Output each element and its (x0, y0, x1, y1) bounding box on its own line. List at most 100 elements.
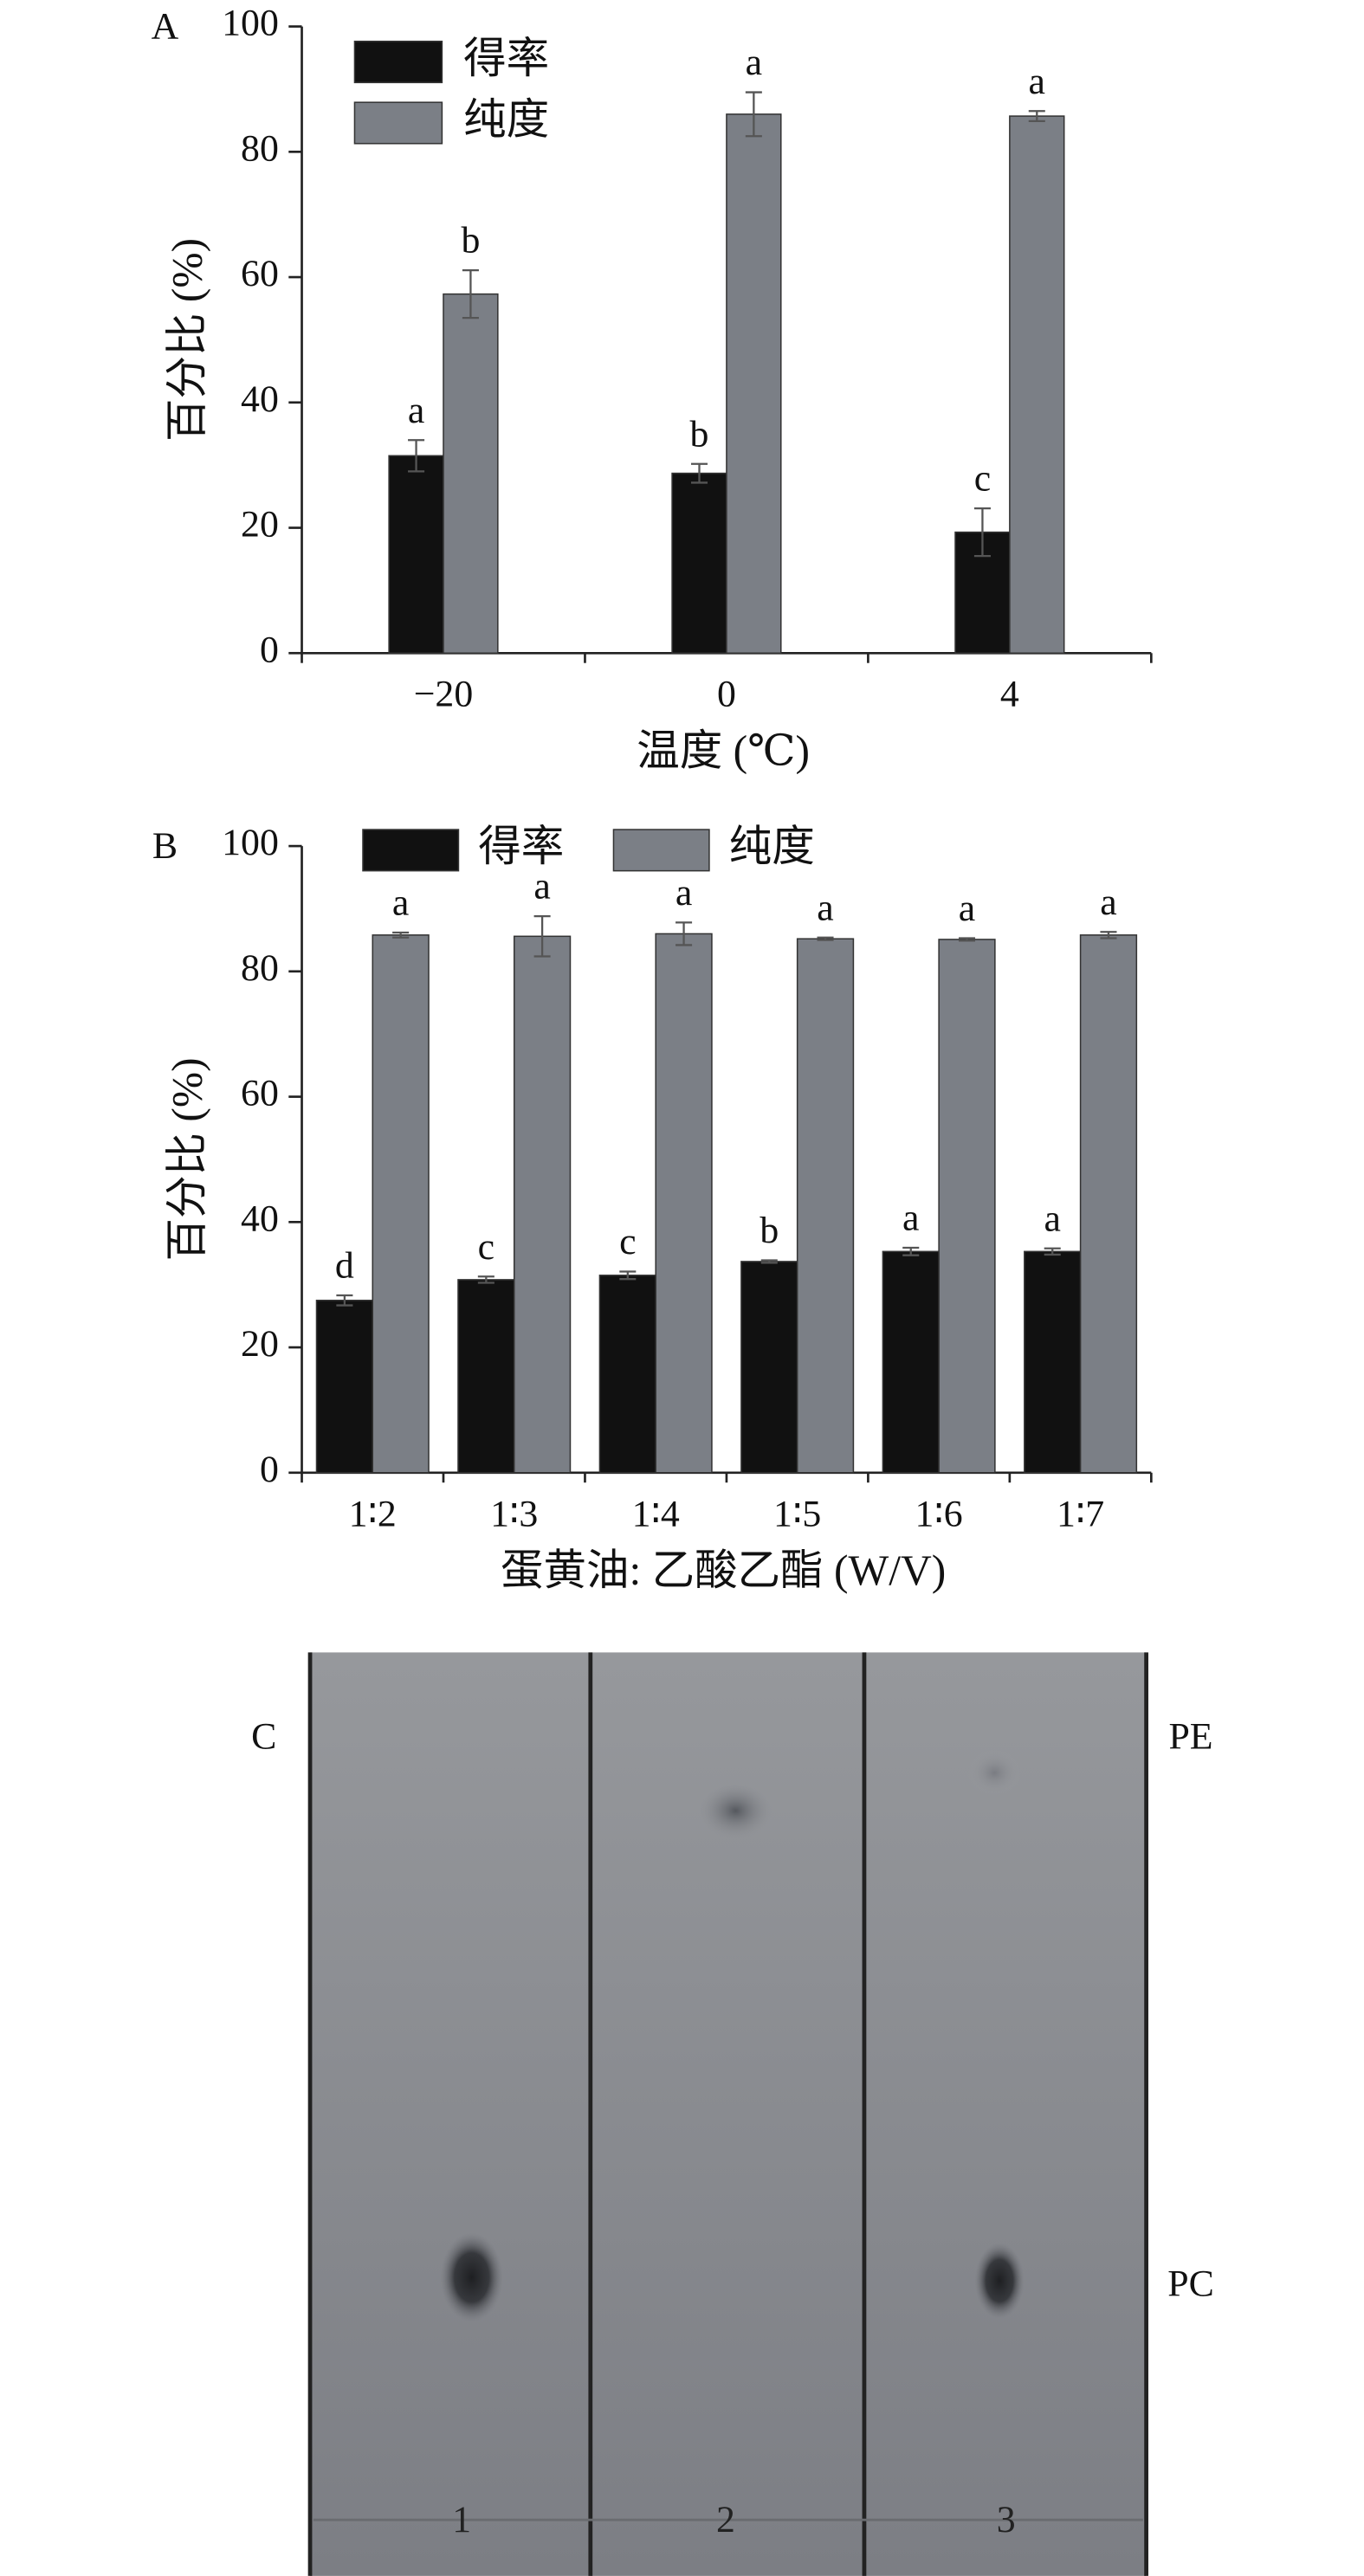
tlc-plate: C PE PC 1 2 3 (251, 1652, 1214, 2576)
error-bar (1044, 1247, 1061, 1256)
x-tick-label: 1∶3 (490, 1493, 538, 1534)
error-bar (1100, 931, 1117, 939)
spot (967, 1749, 1021, 1797)
y-tick-label: 80 (241, 127, 279, 169)
bar (513, 935, 572, 1474)
legend-swatch (612, 829, 710, 872)
legend-label: 得率 (478, 823, 564, 870)
x-axis-label: 蛋黄油: 乙酸乙酯 (W/V) (501, 1546, 946, 1594)
bar (372, 934, 430, 1474)
significance-letter: b (690, 413, 709, 455)
error-bar (760, 1259, 778, 1264)
significance-letter: a (746, 42, 762, 83)
significance-letter: c (478, 1226, 495, 1268)
y-tick-label: 20 (241, 1323, 279, 1365)
y-tick-label: 0 (260, 1449, 279, 1490)
error-bar (392, 931, 410, 939)
y-axis-label: 百分比 (%) (163, 1057, 210, 1261)
spot (974, 2243, 1025, 2319)
legend-swatch (353, 101, 443, 145)
bar (740, 1261, 798, 1474)
error-bar (817, 936, 834, 941)
bar (655, 933, 713, 1474)
bar (443, 293, 499, 655)
x-tick-label: 1∶2 (349, 1493, 397, 1534)
x-tick-label: 1∶5 (773, 1493, 821, 1534)
spot (440, 2232, 503, 2322)
x-tick-label: 1∶7 (1057, 1493, 1104, 1534)
error-bar (690, 462, 708, 484)
y-tick-label: 100 (222, 3, 279, 44)
legend-label: 得率 (463, 35, 549, 82)
error-bar (1028, 110, 1045, 122)
legend-swatch (353, 40, 443, 84)
significance-letter: c (974, 458, 991, 500)
error-bar (533, 915, 551, 958)
bar (457, 1279, 515, 1474)
error-bar (408, 439, 425, 473)
significance-letter: d (335, 1245, 354, 1287)
significance-letter: b (461, 220, 480, 261)
error-bar (745, 91, 762, 138)
panel-label: A (152, 5, 179, 47)
error-bar (619, 1270, 637, 1281)
legend-label: 纯度 (463, 95, 549, 143)
significance-letter: a (392, 882, 409, 924)
lane-label: 2 (716, 2499, 735, 2540)
bar (671, 472, 727, 655)
y-tick-label: 0 (260, 629, 279, 670)
bar (1009, 115, 1065, 655)
bar (726, 113, 782, 655)
spot (699, 1782, 773, 1839)
error-bar (477, 1275, 495, 1284)
significance-letter: a (1029, 61, 1045, 102)
y-tick-label: 40 (241, 378, 279, 420)
x-tick-label: 1∶4 (632, 1493, 680, 1534)
error-bar (676, 921, 693, 946)
significance-letter: b (760, 1210, 779, 1251)
panel-label: C (251, 1715, 276, 1757)
y-tick-label: 60 (241, 1073, 279, 1114)
bar (1024, 1250, 1082, 1474)
bar (315, 1300, 374, 1474)
band-label: PE (1168, 1715, 1212, 1757)
lane-label: 3 (997, 2499, 1016, 2540)
bar (938, 939, 996, 1474)
significance-letter: a (408, 390, 424, 431)
x-tick-label: 4 (1000, 674, 1019, 715)
legend-swatch (362, 829, 460, 872)
significance-letter: a (817, 887, 833, 928)
panel-label: B (152, 825, 178, 867)
band-label: PC (1167, 2263, 1214, 2305)
error-bar (973, 507, 991, 558)
error-bar (902, 1246, 920, 1256)
legend-label: 纯度 (729, 823, 815, 870)
bar (796, 938, 855, 1474)
significance-letter: c (619, 1221, 636, 1262)
lane-label: 1 (452, 2499, 471, 2540)
y-tick-label: 80 (241, 947, 279, 989)
error-bar (462, 268, 479, 320)
significance-letter: a (1044, 1198, 1060, 1239)
significance-letter: a (1100, 881, 1116, 923)
significance-letter: a (902, 1198, 919, 1239)
y-tick-label: 20 (241, 504, 279, 546)
significance-letter: a (676, 872, 692, 914)
y-tick-label: 100 (222, 822, 279, 863)
error-bar (336, 1294, 353, 1307)
y-axis-label: 百分比 (%) (163, 238, 210, 442)
x-tick-label: 1∶6 (915, 1493, 963, 1534)
x-axis-label: 温度 (℃) (637, 727, 810, 775)
bar (388, 455, 444, 655)
bar (882, 1250, 940, 1474)
y-tick-label: 40 (241, 1198, 279, 1239)
significance-letter: a (533, 866, 550, 907)
y-tick-label: 60 (241, 253, 279, 294)
bar (1079, 934, 1138, 1474)
x-tick-label: −20 (414, 674, 474, 715)
x-tick-label: 0 (717, 674, 736, 715)
significance-letter: a (959, 888, 975, 929)
bar (598, 1275, 656, 1474)
error-bar (958, 937, 976, 942)
